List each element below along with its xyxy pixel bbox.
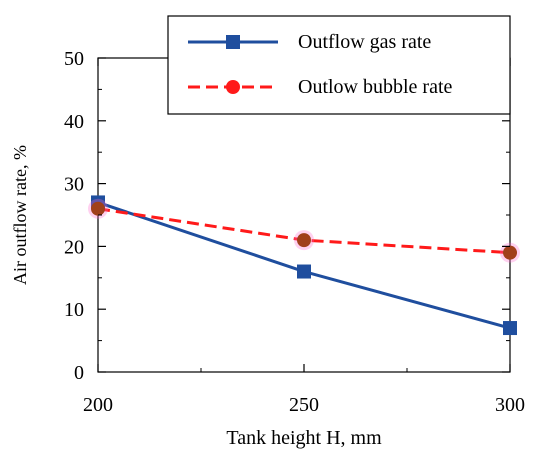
x-tick-label: 250: [289, 394, 319, 416]
legend-label: Outflow gas rate: [298, 31, 431, 53]
y-tick-label: 0: [74, 362, 84, 384]
data-point: [503, 321, 517, 336]
data-point: [297, 264, 311, 279]
y-tick-label: 20: [64, 236, 84, 258]
legend: Outflow gas rate Outlow bubble rate: [167, 15, 511, 115]
x-tick-label: 300: [495, 394, 525, 416]
y-tick-label: 40: [64, 111, 84, 133]
series-layer: [88, 195, 520, 336]
x-axis-label: Tank height H, mm: [226, 427, 382, 449]
x-tick-label: 200: [83, 394, 113, 416]
data-point: [91, 201, 105, 216]
axis-layer: 0 10 20 30 40 50 200 250 300: [64, 48, 525, 416]
y-tick-label: 50: [64, 48, 84, 70]
legend-label: Outlow bubble rate: [298, 76, 453, 98]
y-axis-label: Air outflow rate, %: [10, 145, 30, 285]
data-point: [297, 233, 311, 248]
y-tick-label: 30: [64, 174, 84, 196]
y-tick-label: 10: [64, 299, 84, 321]
legend-marker: [226, 35, 240, 49]
data-point: [503, 245, 517, 260]
legend-box: [167, 15, 511, 115]
legend-marker: [226, 80, 240, 94]
